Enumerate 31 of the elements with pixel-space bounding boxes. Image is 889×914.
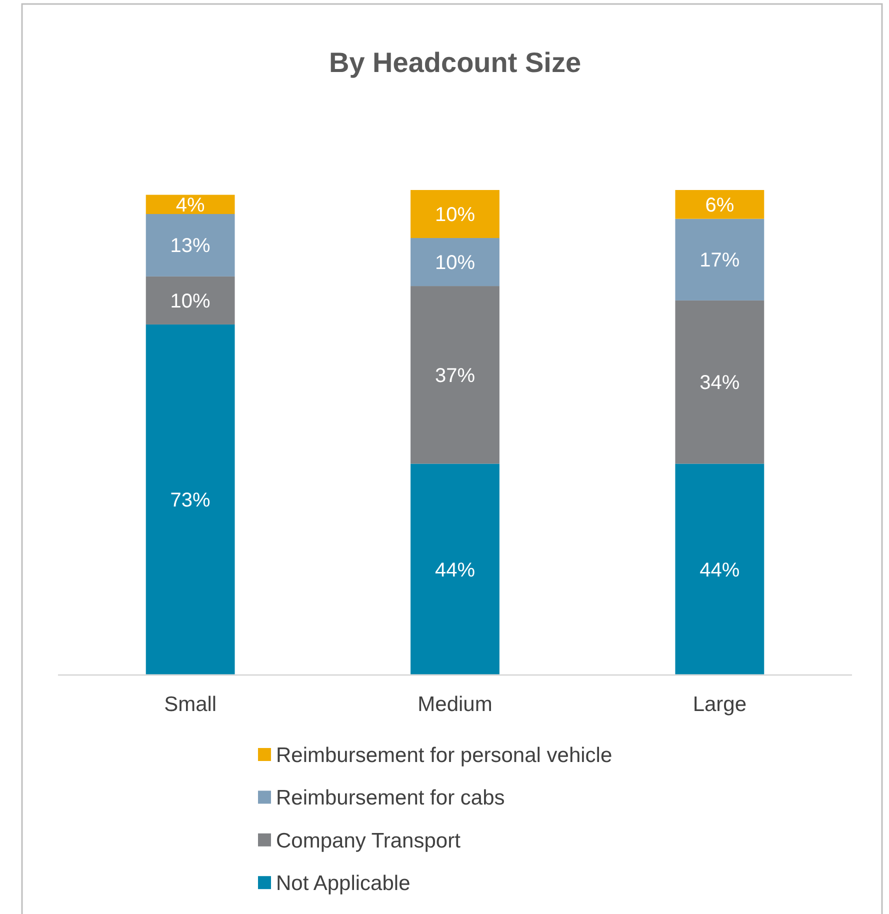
bar (146, 324, 235, 675)
data-label: 6% (705, 194, 734, 216)
data-label: 44% (434, 559, 476, 582)
data-label: 13% (170, 235, 211, 258)
bar (410, 190, 500, 238)
x-tick-label: Large (692, 693, 747, 716)
data-label: 10% (170, 290, 211, 312)
data-label: 37% (434, 364, 476, 387)
bar (675, 218, 764, 300)
x-tick-label: Medium (418, 693, 492, 716)
legend-label: Reimbursement for cabs (276, 786, 505, 810)
data-label: 44% (700, 559, 740, 582)
legend-label: Reimbursement for personal vehicle (276, 744, 612, 767)
bar (410, 238, 500, 286)
x-tick-label: Small (164, 693, 217, 716)
bar (675, 464, 764, 675)
data-label: 17% (700, 250, 740, 272)
bar (675, 190, 764, 219)
bar (675, 300, 764, 464)
data-label: 10% (434, 204, 476, 226)
bar (146, 276, 235, 324)
legend-label: Not Applicable (276, 872, 410, 896)
bar (146, 214, 235, 276)
bar (410, 286, 500, 464)
legend-label: Company Transport (276, 829, 461, 852)
data-label: 34% (700, 372, 740, 394)
chart-title: By Headcount Size (328, 47, 582, 78)
data-label: 4% (176, 194, 205, 216)
data-label: 10% (434, 252, 476, 274)
bar (410, 464, 500, 675)
data-label: 73% (170, 490, 211, 512)
